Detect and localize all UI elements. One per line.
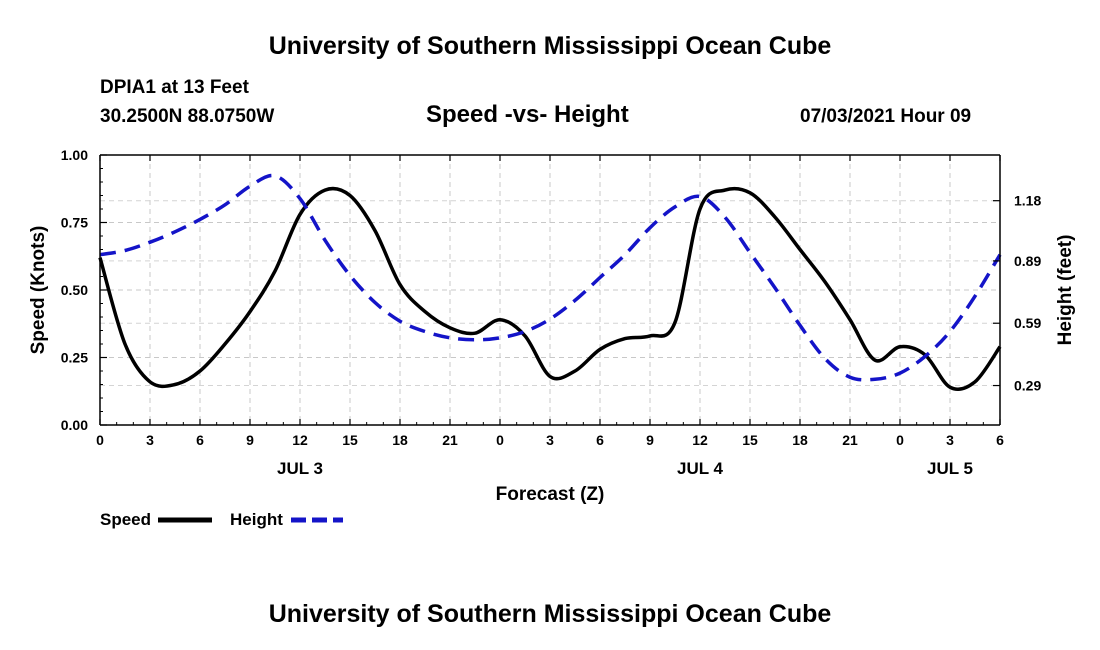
- x-tick-label: 3: [546, 432, 554, 448]
- station-label: DPIA1 at 13 Feet: [100, 77, 249, 98]
- x-tick-label: 15: [742, 432, 758, 448]
- date-label: JUL 3: [277, 459, 323, 478]
- x-tick-label: 21: [442, 432, 458, 448]
- x-tick-label: 18: [792, 432, 808, 448]
- x-tick-label: 15: [342, 432, 358, 448]
- y2-tick-label: 1.18: [1014, 193, 1041, 209]
- y2-tick-label: 0.89: [1014, 253, 1041, 269]
- y-tick-label: 0.75: [61, 215, 88, 231]
- legend-label-speed: Speed: [100, 510, 151, 529]
- page-title-top: University of Southern Mississippi Ocean…: [268, 32, 832, 60]
- x-tick-label: 21: [842, 432, 858, 448]
- y2-tick-label: 0.59: [1014, 315, 1041, 331]
- y-axis-title: Speed (Knots): [28, 226, 49, 355]
- y-tick-label: 0.00: [61, 417, 88, 433]
- x-tick-label: 0: [496, 432, 504, 448]
- series-line-speed: [98, 186, 1002, 392]
- x-tick-label: 9: [246, 432, 254, 448]
- y2-axis-title: Height (feet): [1055, 235, 1076, 346]
- x-tick-label: 9: [646, 432, 654, 448]
- y-tick-label: 1.00: [61, 147, 88, 163]
- y-tick-label: 0.50: [61, 282, 88, 298]
- page-title-bottom: University of Southern Mississippi Ocean…: [268, 600, 832, 628]
- x-tick-label: 12: [692, 432, 708, 448]
- x-tick-label: 0: [96, 432, 104, 448]
- timestamp-label: 07/03/2021 Hour 09: [800, 106, 972, 127]
- x-tick-label: 6: [996, 432, 1004, 448]
- x-tick-label: 3: [946, 432, 954, 448]
- y-tick-label: 0.25: [61, 350, 88, 366]
- x-tick-label: 6: [196, 432, 204, 448]
- coordinates-label: 30.2500N 88.0750W: [100, 106, 275, 127]
- y2-tick-label: 0.29: [1014, 378, 1041, 394]
- x-tick-label: 12: [292, 432, 308, 448]
- x-tick-label: 6: [596, 432, 604, 448]
- series-line-height: [99, 173, 1002, 382]
- chart-title: Speed -vs- Height: [426, 101, 629, 128]
- date-label: JUL 5: [927, 459, 973, 478]
- legend-label-height: Height: [230, 510, 283, 529]
- x-axis-title: Forecast (Z): [496, 484, 605, 505]
- x-tick-label: 18: [392, 432, 408, 448]
- x-tick-label: 3: [146, 432, 154, 448]
- date-label: JUL 4: [677, 459, 724, 478]
- x-tick-label: 0: [896, 432, 904, 448]
